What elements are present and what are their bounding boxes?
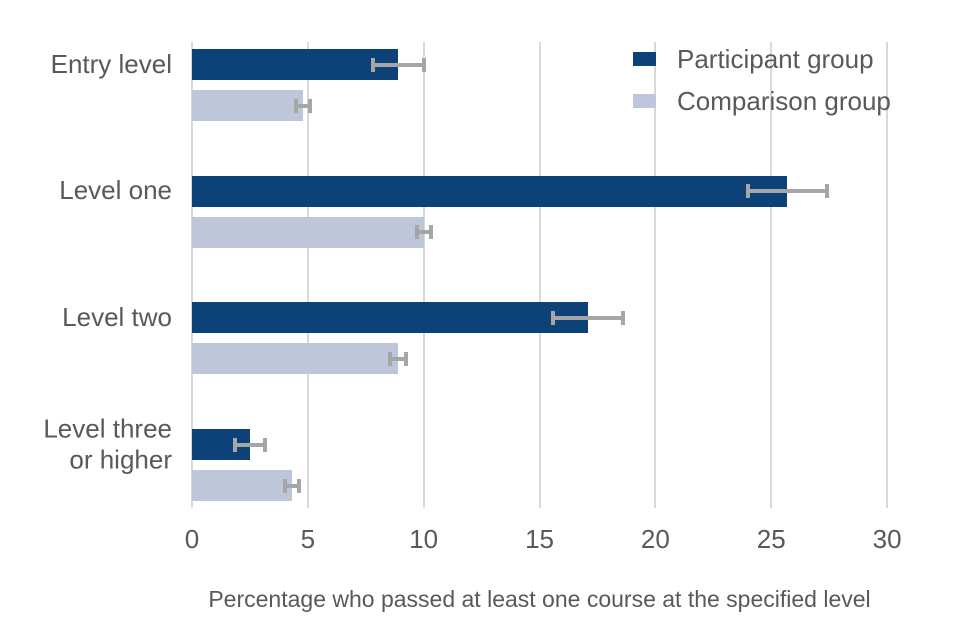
error-bar-cap-high [824,184,829,199]
x-tick-label-5: 5 [300,524,316,554]
error-bar-cap-low [282,478,287,493]
bar-comparison-group-level-two [192,343,399,375]
bar-participant-group-entry-level [192,49,399,80]
x-axis-title: Percentage who passed at least one cours… [208,586,871,612]
error-bar-cap-high [404,351,409,366]
bar-comparison-group-level-one [192,216,424,248]
bar-participant-group-level-two [192,302,589,334]
error-bar-cap-high [296,478,301,493]
category-label-entry-level: Entry level [50,48,172,79]
legend-item-comparison-group: Comparison group [633,80,891,122]
legend-item-participant-group: Participant group [633,38,891,80]
bar-comparison-group-entry-level [192,90,304,121]
x-tick-label-20: 20 [640,524,670,554]
error-bar-comparison-group-level-three-or-higher [284,483,299,488]
error-bar-comparison-group-entry-level [296,103,311,108]
bar-participant-group-level-one [192,175,788,207]
error-bar-cap-low [551,310,556,325]
category-label-level-two: Level two [62,301,172,332]
gridline-x-5 [306,42,309,508]
gridline-x-25 [770,42,773,508]
error-bar-cap-low [414,225,419,240]
error-bar-cap-high [421,57,426,72]
error-bar-cap-low [388,351,393,366]
gridline-x-0 [191,42,193,508]
gridline-x-30 [886,42,889,508]
error-bar-cap-low [232,437,237,452]
gridline-x-10 [422,42,425,508]
legend-swatch-comparison-group [633,94,656,108]
error-bar-cap-high [428,225,433,240]
gridline-x-20 [654,42,657,508]
legend-label-participant-group: Participant group [677,43,874,74]
legend: Participant group Comparison group [633,38,891,122]
category-label-level-three-or-higher: Level three or higher [43,412,172,475]
error-bar-comparison-group-level-one [416,230,431,235]
error-bar-cap-high [620,310,625,325]
bar-comparison-group-level-three-or-higher [192,470,292,501]
legend-label-comparison-group: Comparison group [677,85,891,116]
x-tick-label-10: 10 [409,524,439,554]
gridline-x-15 [538,42,541,508]
error-bar-comparison-group-level-two [390,356,407,361]
error-bar-participant-group-entry-level [372,62,424,67]
error-bar-cap-high [308,98,313,113]
x-tick-label-0: 0 [184,524,200,554]
error-bar-cap-low [370,57,375,72]
error-bar-participant-group-level-one [748,189,827,194]
error-bar-cap-low [746,184,751,199]
x-tick-label-25: 25 [756,524,786,554]
category-label-level-one: Level one [59,175,172,206]
x-tick-label-15: 15 [525,524,555,554]
error-bar-participant-group-level-three-or-higher [234,442,265,447]
legend-swatch-participant-group [633,52,656,66]
error-bar-cap-high [262,437,267,452]
error-bar-cap-low [294,98,299,113]
x-tick-label-30: 30 [872,524,902,554]
error-bar-participant-group-level-two [553,315,623,320]
